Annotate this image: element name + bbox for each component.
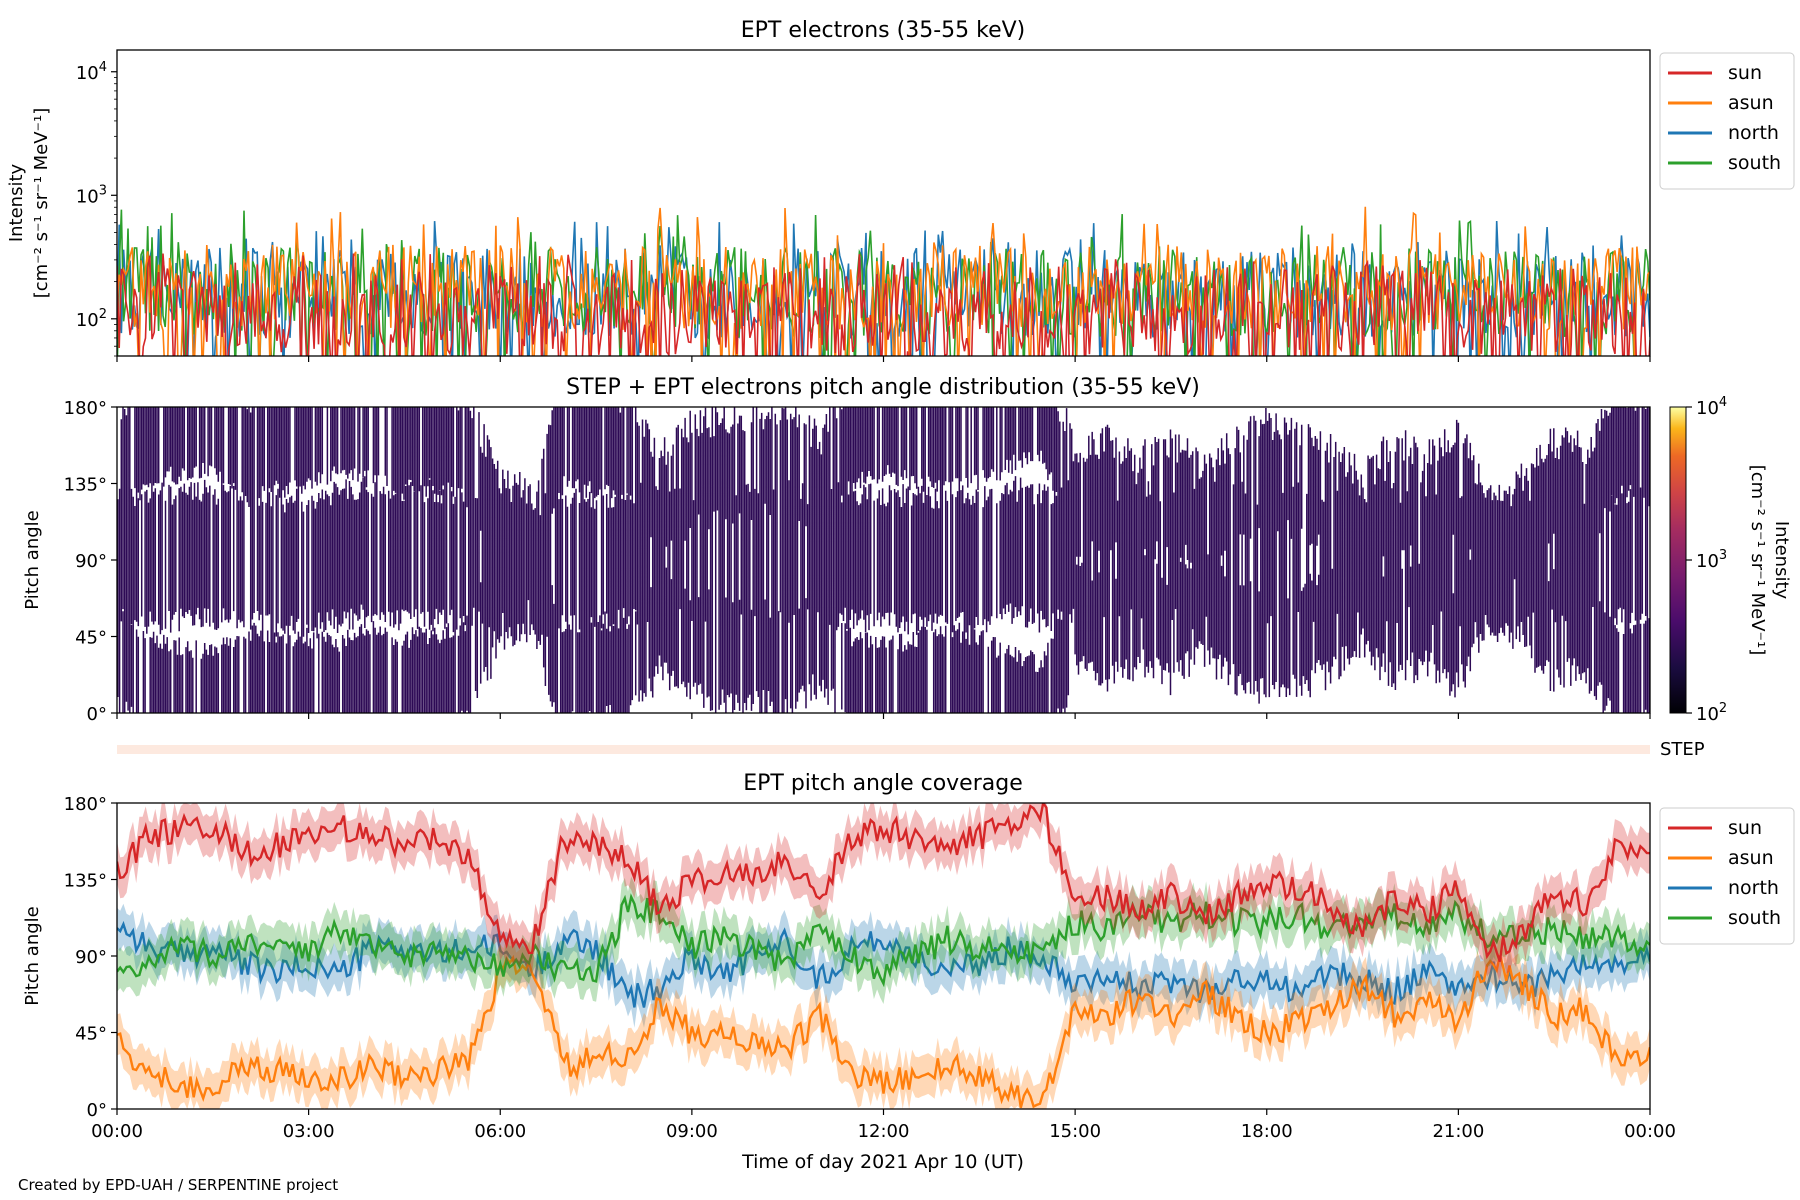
x-tick-label: 00:00 — [91, 1121, 143, 1142]
panel2-y-axis: 0° 45° 90° 135° 180° — [64, 398, 117, 725]
series-asun-line — [117, 954, 1650, 1109]
y-tick-label: 103 — [76, 183, 107, 207]
heatmap-cells — [117, 407, 1650, 713]
legend-label-sun: sun — [1728, 817, 1762, 839]
legend-label-sun: sun — [1728, 62, 1762, 84]
panel-pitch-angle-coverage: EPT pitch angle coverage 0° 45° 90° 135° 180… — [22, 771, 1795, 1173]
x-tick-label: 18:00 — [1241, 1121, 1293, 1142]
series-sun-line — [117, 253, 1650, 356]
panel1-title: EPT electrons (35-55 keV) — [741, 18, 1026, 43]
panel2-x-ticks — [116, 713, 1651, 719]
x-tick-label: 15:00 — [1049, 1121, 1101, 1142]
y-tick-label: 45° — [75, 628, 107, 649]
series-asun-band — [117, 934, 1650, 1109]
colorbar-label-line2: [cm⁻² s⁻¹ sr⁻¹ MeV⁻¹] — [1747, 465, 1768, 656]
x-axis-label: Time of day 2021 Apr 10 (UT) — [741, 1151, 1024, 1173]
panel2-frame — [116, 406, 1651, 714]
y-tick-label: 0° — [87, 704, 107, 725]
legend-label-asun: asun — [1728, 847, 1774, 869]
panel1-ylabel-line1: Intensity — [6, 163, 27, 242]
y-tick-label: 0° — [87, 1100, 107, 1121]
x-tick-label: 06:00 — [474, 1121, 526, 1142]
panel2-title: STEP + EPT electrons pitch angle distrib… — [566, 375, 1200, 400]
x-tick-label: 00:00 — [1624, 1121, 1676, 1142]
series-south-line — [117, 893, 1650, 988]
panel1-series-group — [117, 206, 1650, 356]
y-tick-label: 180° — [64, 398, 107, 419]
y-tick-label: 104 — [76, 60, 107, 84]
panel3-legend: sun asun north south — [1659, 807, 1795, 945]
series-south-band — [117, 876, 1650, 1004]
step-strip — [117, 745, 1650, 754]
panel2-ylabel: Pitch angle — [22, 510, 43, 609]
colorbar: 102 103 104 Intensity [cm⁻² s⁻¹ sr⁻¹ MeV⁻¹… — [1669, 395, 1792, 725]
legend-label-north: north — [1728, 122, 1779, 144]
panel1-x-ticks — [116, 356, 1651, 362]
legend-label-north: north — [1728, 877, 1779, 899]
panel-ept-electrons: EPT electrons (35-55 keV) 102 103 104 Inte… — [6, 18, 1795, 362]
x-tick-label: 09:00 — [666, 1121, 718, 1142]
panel1-ylabel-line2: [cm⁻² s⁻¹ sr⁻¹ MeV⁻¹] — [31, 108, 52, 299]
y-tick-label: 45° — [75, 1024, 107, 1045]
y-tick-label: 90° — [75, 551, 107, 572]
colorbar-label-line1: Intensity — [1771, 521, 1792, 600]
panel1-legend: sun asun north south — [1659, 52, 1795, 190]
panel2-heatmap — [117, 407, 1650, 713]
colorbar-ticks: 102 103 104 — [1686, 395, 1727, 725]
x-tick-label: 03:00 — [283, 1121, 335, 1142]
colorbar-tick-label: 102 — [1696, 701, 1727, 725]
panel3-series-group — [117, 803, 1650, 1109]
y-tick-label: 180° — [64, 794, 107, 815]
series-north-line — [117, 920, 1650, 1008]
legend-label-south: south — [1728, 152, 1781, 174]
panel3-title: EPT pitch angle coverage — [743, 771, 1023, 796]
panel-pitch-angle-distribution: STEP + EPT electrons pitch angle distrib… — [22, 375, 1792, 760]
legend-label-south: south — [1728, 907, 1781, 929]
x-tick-label: 12:00 — [858, 1121, 910, 1142]
y-tick-label: 135° — [64, 475, 107, 496]
panel3-ylabel: Pitch angle — [22, 906, 43, 1005]
legend-frame — [1659, 807, 1795, 945]
credit-footer: Created by EPD-UAH / SERPENTINE project — [18, 1176, 339, 1194]
panel3-y-axis: 0° 45° 90° 135° 180° — [64, 794, 117, 1121]
y-tick-label: 135° — [64, 871, 107, 892]
colorbar-tick-label: 104 — [1696, 395, 1727, 419]
x-tick-label: 21:00 — [1432, 1121, 1484, 1142]
y-tick-label: 102 — [76, 307, 107, 331]
colorbar-scale — [1669, 406, 1687, 714]
panel3-x-axis: 00:00 03:00 06:00 09:00 12:00 15:00 18:00 21:00… — [91, 1109, 1676, 1142]
series-sun-line — [117, 803, 1650, 962]
legend-frame — [1659, 52, 1795, 190]
y-tick-label: 90° — [75, 947, 107, 968]
step-label: STEP — [1660, 739, 1705, 760]
legend-label-asun: asun — [1728, 92, 1774, 114]
colorbar-tick-label: 103 — [1696, 548, 1727, 572]
panel1-y-axis: 102 103 104 — [76, 60, 117, 357]
